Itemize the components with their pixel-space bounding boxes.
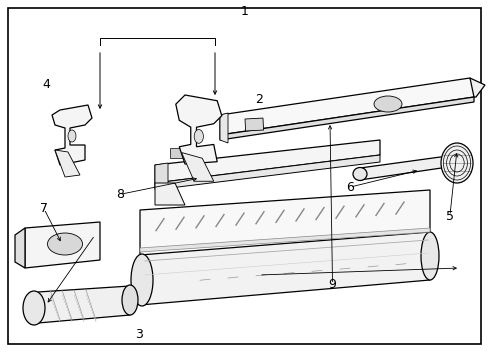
Text: 4: 4 <box>42 78 50 91</box>
Polygon shape <box>140 190 429 258</box>
Polygon shape <box>15 228 25 268</box>
Polygon shape <box>176 95 222 164</box>
Ellipse shape <box>68 130 76 142</box>
Ellipse shape <box>131 254 153 306</box>
Polygon shape <box>140 232 429 305</box>
Ellipse shape <box>420 232 438 280</box>
Text: 1: 1 <box>240 5 248 18</box>
Text: 5: 5 <box>445 210 453 222</box>
Ellipse shape <box>122 285 138 315</box>
Polygon shape <box>155 163 168 190</box>
Polygon shape <box>55 150 80 177</box>
Polygon shape <box>220 78 475 135</box>
Polygon shape <box>25 222 100 268</box>
Ellipse shape <box>352 167 366 180</box>
Polygon shape <box>140 228 429 252</box>
Ellipse shape <box>47 233 82 255</box>
Bar <box>170 148 195 158</box>
Text: 6: 6 <box>345 181 353 194</box>
Polygon shape <box>220 97 473 140</box>
Ellipse shape <box>194 130 203 143</box>
Bar <box>244 118 263 131</box>
Ellipse shape <box>373 96 401 112</box>
Polygon shape <box>38 286 130 323</box>
Text: 3: 3 <box>135 328 143 341</box>
Polygon shape <box>181 153 213 181</box>
Polygon shape <box>155 183 184 205</box>
Polygon shape <box>52 105 92 165</box>
Polygon shape <box>155 155 379 188</box>
Text: 7: 7 <box>40 202 48 215</box>
Polygon shape <box>359 155 454 180</box>
Polygon shape <box>220 113 227 143</box>
Polygon shape <box>469 78 484 97</box>
Ellipse shape <box>440 143 472 183</box>
Text: 2: 2 <box>255 93 263 105</box>
Polygon shape <box>155 140 379 183</box>
Text: 9: 9 <box>328 278 336 291</box>
Text: 8: 8 <box>116 188 123 201</box>
Ellipse shape <box>23 291 45 325</box>
Ellipse shape <box>448 154 460 166</box>
